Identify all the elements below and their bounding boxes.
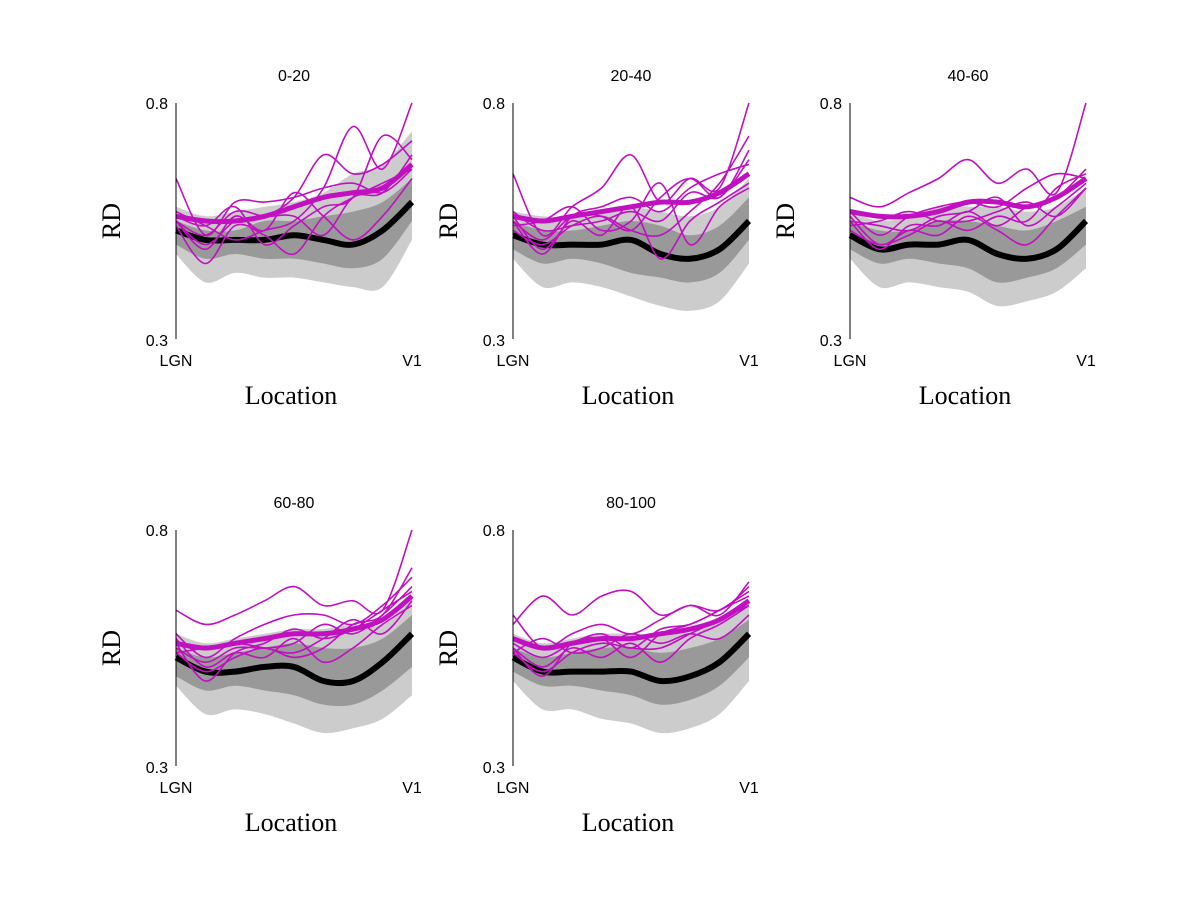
x-axis-label: Location — [245, 808, 337, 837]
x-tick-label-start: LGN — [497, 353, 530, 370]
panel-title: 80-100 — [606, 495, 656, 512]
y-tick-label-bottom: 0.3 — [483, 760, 505, 777]
patient-line-5 — [512, 182, 750, 246]
control-band-inner — [850, 206, 1086, 283]
patient-line-4 — [512, 604, 750, 668]
panel-title: 60-80 — [274, 495, 315, 512]
x-tick-label-end: V1 — [402, 780, 422, 797]
x-tick-label-start: LGN — [497, 780, 530, 797]
y-tick-label-bottom: 0.3 — [146, 333, 168, 350]
patient-line-2 — [175, 140, 413, 246]
x-axis-label: Location — [582, 381, 674, 410]
y-tick-label-top: 0.8 — [146, 96, 168, 113]
panel-title: 40-60 — [948, 68, 989, 85]
patient-line-6 — [512, 163, 750, 255]
x-axis-label: Location — [919, 381, 1011, 410]
x-tick-label-end: V1 — [1076, 353, 1096, 370]
y-tick-label-bottom: 0.3 — [820, 333, 842, 350]
x-tick-label-start: LGN — [160, 780, 193, 797]
control-mean-line — [848, 218, 1089, 262]
panel-60-80: 60-80 0.8 0.3 LGN V1 Location RD — [97, 495, 422, 837]
panel-80-100: 80-100 0.8 0.3 LGN V1 Location RD — [434, 495, 759, 837]
patient-mean-line — [512, 171, 751, 224]
patient-line-6 — [175, 168, 413, 265]
patient-line-2 — [175, 576, 413, 659]
patient-line-7 — [849, 173, 1087, 246]
x-tick-label-start: LGN — [160, 353, 193, 370]
patient-line-1 — [849, 102, 1087, 208]
panel-20-40: 20-40 0.8 0.3 LGN V1 Location RD — [434, 68, 759, 410]
x-axis-label: Location — [582, 808, 674, 837]
patient-line-4 — [175, 178, 413, 251]
control-band-inner — [513, 619, 749, 705]
panel-title: 20-40 — [611, 68, 652, 85]
y-tick-label-top: 0.8 — [483, 96, 505, 113]
y-tick-label-top: 0.8 — [820, 96, 842, 113]
patient-line-1 — [512, 102, 750, 237]
patient-line-6 — [175, 590, 413, 682]
control-mean-line — [174, 631, 415, 687]
y-tick-label-top: 0.8 — [146, 523, 168, 540]
panel-40-60: 40-60 0.8 0.3 LGN V1 Location RD — [771, 68, 1096, 410]
panel-title: 0-20 — [278, 68, 310, 85]
patient-mean-line — [512, 598, 751, 651]
patient-line-5 — [512, 614, 750, 654]
patient-line-3 — [175, 102, 413, 241]
patient-mean-line — [175, 594, 414, 651]
patient-line-1 — [512, 585, 750, 625]
y-axis-label: RD — [97, 203, 126, 239]
panel-0-20: 0-20 0.8 0.3 LGN V1 Location RD — [97, 68, 422, 410]
y-axis-label: RD — [434, 203, 463, 239]
patient-mean-line — [849, 176, 1088, 220]
panels: 0-20 0.8 0.3 LGN V1 Location RD 20-40 0.8 0.3 LGN V… — [97, 68, 1096, 837]
x-axis-label: Location — [245, 381, 337, 410]
y-axis-label: RD — [771, 203, 800, 239]
y-tick-label-bottom: 0.3 — [483, 333, 505, 350]
y-axis-label: RD — [434, 630, 463, 666]
control-mean-line — [511, 631, 752, 685]
patient-line-7 — [175, 154, 413, 237]
x-tick-label-end: V1 — [739, 780, 759, 797]
patient-line-6 — [512, 590, 750, 678]
patient-line-7 — [175, 567, 413, 673]
y-tick-label-top: 0.8 — [483, 523, 505, 540]
x-tick-label-end: V1 — [402, 353, 422, 370]
patient-line-7 — [512, 135, 750, 246]
y-axis-label: RD — [97, 630, 126, 666]
y-tick-label-bottom: 0.3 — [146, 760, 168, 777]
x-tick-label-end: V1 — [739, 353, 759, 370]
patient-mean-line — [175, 162, 414, 225]
x-tick-label-start: LGN — [834, 353, 867, 370]
